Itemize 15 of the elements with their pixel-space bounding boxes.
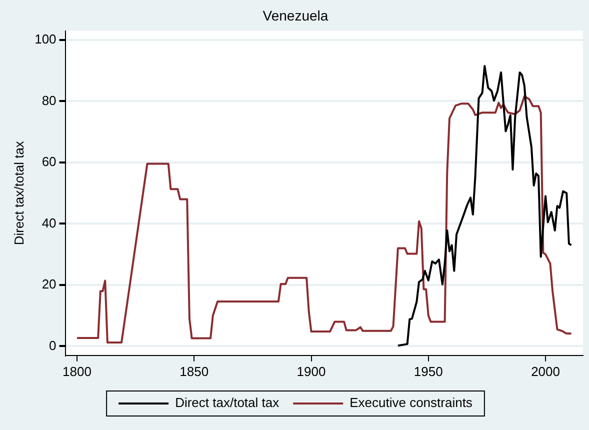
y-tick-label: 80 [42, 92, 56, 108]
x-tick-label: 1900 [296, 364, 326, 379]
legend-label: Executive constraints [350, 395, 473, 410]
chart-title: Venezuela [262, 7, 328, 24]
x-tick-label: 2000 [531, 364, 560, 379]
legend-label: Direct tax/total tax [175, 395, 280, 410]
x-tick-label: 1800 [62, 364, 92, 379]
y-tick-label: 20 [42, 276, 56, 292]
y-tick-label: 100 [34, 32, 56, 47]
y-tick-label: 0 [49, 338, 56, 353]
x-tick-label: 1950 [414, 364, 443, 379]
y-tick-label: 60 [42, 154, 56, 170]
y-tick-label: 40 [42, 215, 56, 230]
y-axis-title: Direct tax/total tax [11, 140, 26, 246]
x-tick-label: 1850 [180, 364, 209, 379]
